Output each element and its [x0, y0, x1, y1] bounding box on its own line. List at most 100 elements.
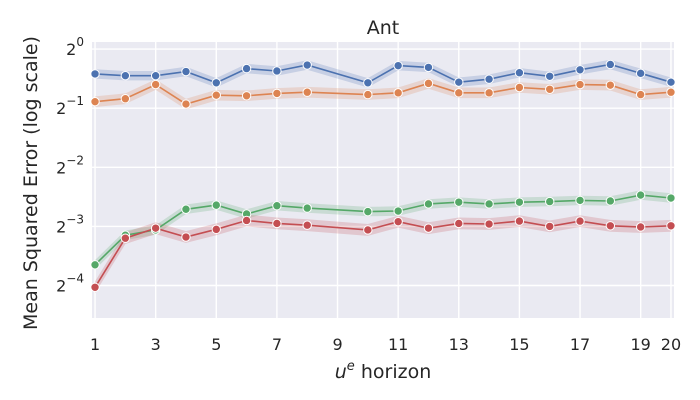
point-blue	[484, 74, 494, 84]
point-blue	[423, 62, 434, 73]
point-blue	[666, 77, 676, 87]
point-orange	[514, 82, 525, 93]
point-orange	[363, 89, 373, 100]
point-blue	[393, 60, 403, 71]
point-blue	[454, 77, 464, 87]
point-blue	[211, 78, 221, 88]
series-points	[90, 59, 676, 292]
point-green	[666, 193, 676, 203]
point-red	[666, 221, 676, 231]
point-orange	[150, 79, 161, 90]
y-tick-label: 20	[66, 35, 84, 59]
point-orange	[423, 78, 434, 89]
point-green	[575, 195, 585, 206]
y-tick-labels: 20 2−1 2−2 2−3 2−4	[56, 35, 84, 295]
point-orange	[484, 88, 494, 98]
point-blue	[514, 68, 525, 78]
point-green	[635, 190, 646, 200]
point-green	[545, 196, 555, 207]
point-green	[454, 197, 464, 207]
point-red	[393, 216, 403, 227]
x-tick-labels: 1 3 5 7 9 11 13 15 17 19 20	[90, 335, 681, 354]
x-tick-label: 19	[630, 335, 650, 354]
point-green	[302, 203, 312, 213]
x-axis-label-superscript: e	[347, 359, 355, 374]
point-blue	[241, 63, 252, 74]
point-orange	[120, 94, 131, 104]
point-blue	[545, 71, 555, 81]
point-red	[363, 225, 373, 235]
band-green	[95, 190, 671, 270]
x-axis-label: ue horizon	[335, 359, 431, 383]
point-orange	[545, 84, 555, 94]
point-red	[241, 215, 252, 226]
x-axis-label-base: u	[335, 361, 347, 383]
chart-title: Ant	[367, 17, 400, 39]
point-green	[181, 204, 191, 214]
point-orange	[302, 87, 312, 97]
point-orange	[666, 87, 676, 97]
x-tick-label: 9	[332, 335, 342, 354]
point-orange	[241, 91, 252, 101]
point-red	[302, 220, 312, 230]
x-tick-label: 1	[90, 335, 100, 354]
point-green	[211, 200, 221, 210]
point-green	[363, 206, 373, 217]
point-blue	[272, 66, 282, 76]
point-green	[514, 197, 525, 207]
point-green	[605, 196, 616, 206]
point-red	[635, 222, 646, 232]
y-tick-label: 2−4	[56, 271, 84, 295]
point-red	[423, 223, 434, 233]
point-orange	[90, 96, 100, 107]
point-orange	[575, 79, 585, 90]
point-orange	[272, 88, 282, 99]
point-green	[423, 199, 434, 209]
x-tick-label: 7	[272, 335, 282, 354]
point-blue	[181, 66, 191, 77]
point-red	[211, 224, 221, 235]
point-blue	[302, 60, 312, 70]
y-axis-label: Mean Squared Error (log scale)	[20, 36, 42, 330]
point-red	[605, 221, 616, 231]
point-red	[575, 216, 585, 226]
point-green	[393, 206, 403, 216]
point-blue	[635, 68, 646, 79]
x-tick-label: 5	[211, 335, 221, 354]
x-tick-label: 11	[388, 335, 408, 354]
x-tick-label: 20	[661, 335, 681, 354]
point-orange	[181, 99, 191, 109]
point-blue	[575, 65, 585, 75]
point-orange	[605, 80, 616, 90]
point-blue	[90, 69, 100, 79]
point-orange	[454, 88, 464, 98]
point-blue	[605, 59, 616, 70]
y-tick-label: 2−2	[56, 153, 84, 177]
x-tick-label: 13	[449, 335, 469, 354]
point-orange	[211, 90, 221, 100]
point-green	[90, 260, 100, 270]
x-axis-label-rest: horizon	[355, 361, 431, 383]
point-red	[90, 282, 100, 292]
point-red	[120, 233, 131, 243]
point-blue	[363, 78, 373, 88]
x-tick-label: 3	[151, 335, 161, 354]
y-tick-label: 2−1	[56, 94, 84, 118]
x-tick-label: 15	[509, 335, 529, 354]
point-red	[272, 218, 282, 229]
point-green	[484, 199, 494, 209]
point-red	[484, 219, 494, 229]
point-red	[181, 232, 191, 242]
x-tick-label: 17	[570, 335, 590, 354]
point-orange	[635, 89, 646, 100]
point-red	[514, 216, 525, 226]
point-orange	[393, 88, 403, 98]
point-blue	[150, 70, 161, 81]
point-green	[272, 201, 282, 211]
point-red	[454, 218, 464, 229]
point-blue	[120, 70, 131, 81]
y-tick-label: 2−3	[56, 212, 84, 236]
point-red	[545, 221, 555, 232]
point-red	[150, 223, 161, 233]
